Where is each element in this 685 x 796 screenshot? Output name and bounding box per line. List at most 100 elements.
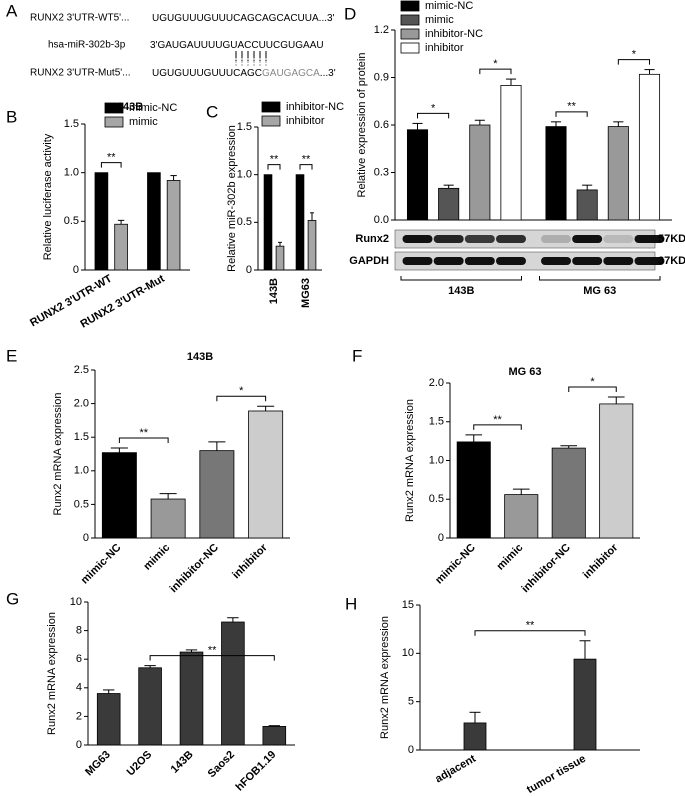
bar	[599, 403, 634, 539]
bar	[607, 126, 629, 221]
chart: D Relative expression of protein 0.0 0.3 0.6…	[344, 0, 685, 297]
significance-label: **	[107, 152, 116, 164]
bar	[307, 220, 317, 271]
y-tick-label: 1.0	[237, 169, 252, 181]
blot-band	[541, 235, 572, 243]
x-tick-label: mimic-NC	[433, 542, 478, 587]
sequence-part: UGUGUUUGUUUCAGCAGCACUUA...3'	[152, 13, 335, 24]
legend-swatch	[261, 101, 281, 113]
legend-swatch	[104, 102, 124, 114]
y-tick-label: 1.2	[374, 24, 389, 36]
x-tick-label: RUNX2 3'UTR-WT	[28, 273, 114, 330]
significance-label: **	[567, 101, 576, 113]
panel-letter: F	[352, 346, 362, 365]
y-tick-label: 1.5	[74, 431, 89, 443]
chart: F MG 63 Runx2 mRNA expression 0 0.5 1.0 1.5 2.0…	[352, 346, 640, 595]
y-axis-label: Relative miR-302b expression	[226, 125, 238, 272]
bar	[166, 180, 181, 271]
panel-letter: C	[206, 102, 218, 121]
y-axis-label: Runx2 mRNA expression	[52, 393, 64, 516]
y-tick-label: 1.0	[429, 454, 444, 466]
x-tick-label: MG63	[83, 749, 113, 779]
bar	[551, 447, 586, 539]
y-axis-label: Runx2 mRNA expression	[379, 616, 391, 739]
y-tick-label: 1.0	[64, 167, 79, 179]
significance-bracket	[299, 164, 313, 170]
sequence-label: RUNX2 3'UTR-WT5'...	[30, 13, 129, 24]
y-tick-label: 0	[76, 739, 82, 751]
sequence: UGUGUUUGUUUCAGCAGCACUUA...3'	[152, 13, 335, 24]
y-tick-label: 15	[402, 599, 414, 611]
legend-label: inhibitor	[425, 42, 464, 54]
blot-band	[572, 257, 603, 265]
bar	[456, 441, 491, 539]
y-tick-label: 1.5	[429, 416, 444, 428]
sequence-label: RUNX2 3'UTR-Mut5'...	[30, 68, 131, 79]
bar	[469, 124, 491, 221]
x-tick-label: inhibitor	[230, 541, 270, 581]
x-tick-label: MG63	[300, 278, 312, 308]
blot-band	[433, 235, 464, 243]
significance-bracket	[473, 424, 522, 430]
bar	[248, 410, 284, 539]
legend-swatch	[400, 14, 420, 26]
y-tick-label: 2	[76, 710, 82, 722]
legend-label: inhibitor	[286, 115, 325, 127]
blot-label: GAPDH	[349, 255, 389, 267]
legend-swatch	[400, 42, 420, 54]
x-tick-label: tumor tissue	[525, 753, 588, 796]
blot-band	[464, 257, 495, 265]
bar	[576, 189, 598, 221]
significance-label: **	[302, 154, 311, 166]
significance-label: **	[208, 645, 217, 657]
bar	[504, 494, 539, 539]
chart: E 143B Runx2 mRNA expression 0 0.5 1.0 1.5 2.0 2…	[6, 346, 290, 595]
panel-letter: G	[6, 589, 19, 608]
bar	[179, 651, 204, 746]
panel-letter: E	[6, 346, 17, 365]
bar	[463, 722, 487, 751]
significance-bracket	[100, 162, 122, 168]
legend-label: mimic-NC	[129, 102, 177, 114]
significance-bracket	[216, 395, 267, 402]
y-axis-label: Runx2 mRNA expression	[46, 612, 58, 735]
y-tick-label: 0.9	[374, 71, 389, 83]
x-tick-label: inhibitor	[581, 541, 621, 581]
bar	[101, 452, 137, 539]
bar	[221, 621, 245, 746]
bar	[545, 126, 567, 221]
significance-bracket	[267, 164, 281, 170]
significance-label: *	[590, 376, 595, 388]
panel-letter: H	[345, 594, 357, 613]
legend-swatch	[261, 115, 281, 127]
significance-label: *	[493, 58, 498, 70]
x-tick-label: mimic	[494, 542, 525, 573]
x-tick-label: hFOB1.19	[234, 749, 279, 794]
x-tick-label: adjacent	[433, 753, 478, 786]
x-tick-label: U2OS	[125, 749, 155, 779]
y-tick-label: 0	[246, 264, 252, 276]
group-bracket	[539, 276, 661, 281]
legend-label: inhibitor-NC	[425, 28, 483, 40]
sequence-part: UGUGUUUGUUUCAGC	[152, 68, 262, 79]
significance-label: **	[270, 154, 279, 166]
significance-bracket	[149, 655, 275, 661]
bar	[263, 174, 273, 271]
blot-band	[572, 235, 603, 243]
blot-band	[402, 235, 433, 243]
blot-band	[541, 257, 572, 265]
panel-letter: A	[6, 1, 18, 20]
chart: B 143B Relative luciferase activity 0 0.5 1.0…	[6, 101, 190, 331]
x-tick-label: Saos2	[206, 749, 237, 780]
significance-label: *	[632, 48, 637, 60]
bar	[262, 726, 287, 746]
blot-band	[634, 235, 665, 243]
significance-bracket	[555, 111, 588, 117]
chart: H Runx2 mRNA expression 0 5 10 15 adjacent tumo…	[345, 594, 640, 796]
blot-band	[464, 235, 495, 243]
bar	[138, 667, 162, 746]
x-tick-label: inhibitor-NC	[168, 542, 221, 595]
chart-title: MG 63	[508, 366, 541, 378]
chart: C Relative miR-302b expression 0 0.5 1.0 1.5 i…	[206, 101, 344, 308]
